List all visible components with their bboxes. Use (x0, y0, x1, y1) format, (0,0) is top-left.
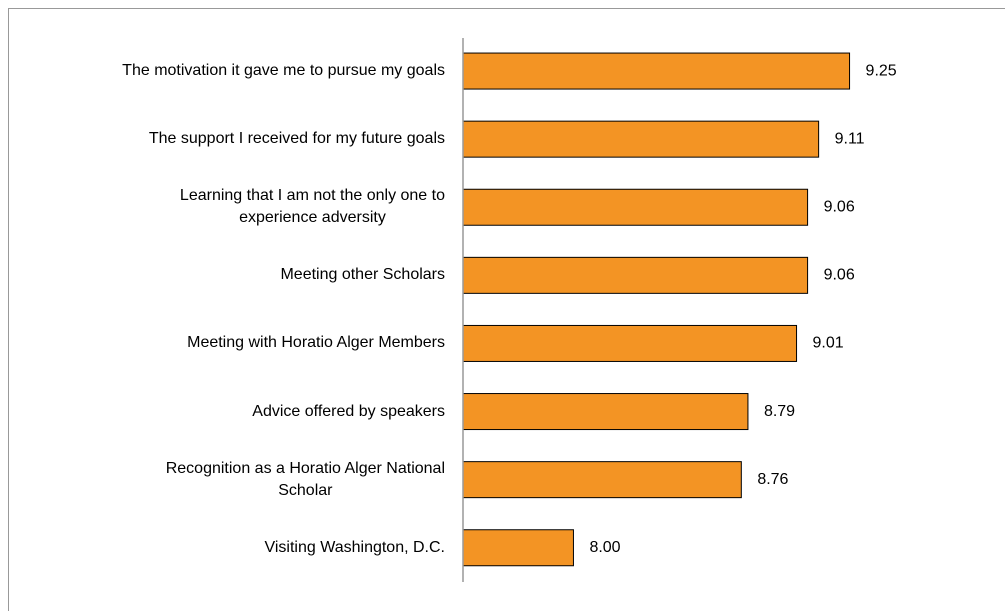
category-label: Advice offered by speakers (252, 402, 445, 420)
bar (462, 393, 749, 431)
value-label: 9.06 (824, 198, 855, 215)
category-label: Meeting other Scholars (280, 266, 445, 284)
bar (462, 188, 809, 226)
value-label: 9.06 (824, 267, 855, 284)
bar (462, 461, 742, 499)
category-label: Recognition as a Horatio Alger National … (165, 459, 445, 499)
category-label: Meeting with Horatio Alger Members (187, 334, 445, 352)
category-label: Visiting Washington, D.C. (264, 538, 445, 556)
bar (462, 256, 809, 294)
value-label: 8.76 (757, 471, 788, 488)
bar (462, 52, 851, 90)
bar (462, 324, 798, 362)
value-label: 8.00 (589, 539, 620, 556)
value-label: 8.79 (764, 403, 795, 420)
category-label: Learning that I am not the only one to e… (179, 187, 445, 227)
category-label: The support I received for my future goa… (148, 130, 445, 148)
category-label: The motivation it gave me to pursue my g… (122, 62, 445, 80)
frame (8, 8, 1005, 611)
bar (462, 120, 820, 158)
bar (462, 529, 574, 567)
value-label: 9.11 (835, 130, 865, 147)
value-label: 9.25 (866, 62, 897, 79)
value-label: 9.01 (813, 335, 844, 352)
